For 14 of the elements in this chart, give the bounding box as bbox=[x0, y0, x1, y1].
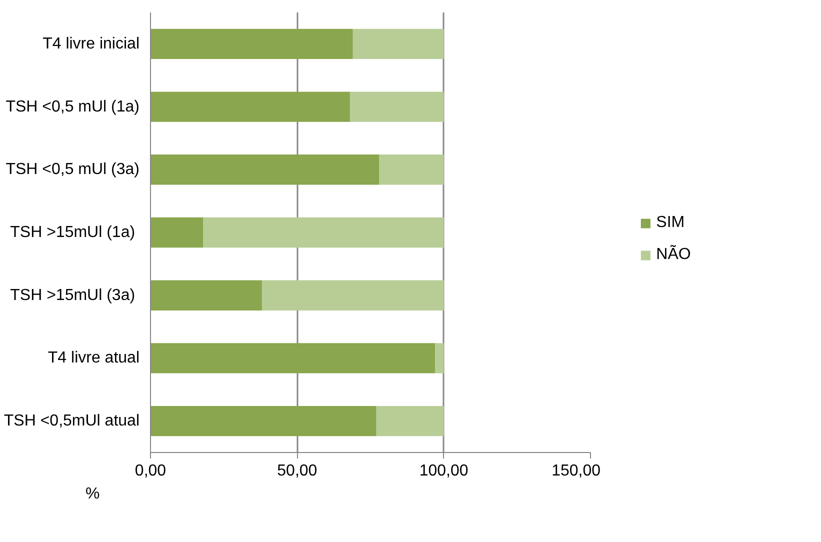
x-tick-label: 100,00 bbox=[419, 462, 468, 480]
legend-label: SIM bbox=[656, 214, 685, 232]
legend-label: NÃO bbox=[656, 246, 691, 264]
y-tick-label: TSH <0,5 mUl (1a) bbox=[6, 98, 140, 116]
x-axis-title: % bbox=[86, 486, 100, 502]
y-tick-label: TSH <0,5 mUl (3a) bbox=[6, 161, 140, 178]
y-tick-label: T4 livre inicial bbox=[42, 35, 140, 52]
y-tick-label: T4 livre atual bbox=[48, 350, 140, 367]
y-tick-label: TSH >15mUl (1a) bbox=[10, 224, 136, 241]
x-tick-label: 50,00 bbox=[277, 462, 318, 480]
y-tick-label: TSH <0,5mUl atual bbox=[4, 412, 140, 430]
y-tick-label: TSH >15mUl (3a) bbox=[10, 286, 136, 304]
x-tick-label: 150,00 bbox=[552, 462, 601, 480]
x-tick-label: 0,00 bbox=[134, 462, 166, 480]
